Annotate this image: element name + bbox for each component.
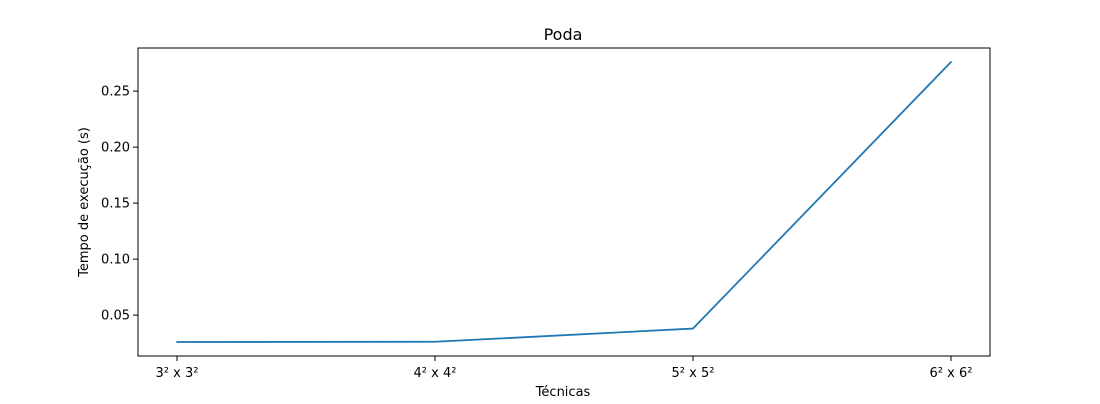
x-tick-label: 4² x 4² xyxy=(414,366,457,381)
y-axis-label: Tempo de execução (s) xyxy=(77,127,92,278)
y-tick-label: 0.20 xyxy=(101,141,130,156)
data-point xyxy=(692,327,694,330)
series-group xyxy=(176,61,952,343)
data-point xyxy=(434,340,436,343)
y-axis: 0.05 0.10 0.15 0.20 0.25 xyxy=(101,85,138,324)
y-tick-label: 0.05 xyxy=(101,309,130,324)
plot-frame xyxy=(137,47,991,357)
data-point xyxy=(950,61,952,63)
x-tick-label: 5² x 5² xyxy=(672,366,715,381)
series-line xyxy=(176,61,952,343)
x-axis-label: Técnicas xyxy=(535,385,591,400)
y-tick-label: 0.10 xyxy=(101,253,130,268)
data-point xyxy=(176,341,178,343)
x-axis: 3² x 3² 4² x 4² 5² x 5² 6² x 6² xyxy=(156,356,973,381)
chart-title: Poda xyxy=(544,25,583,44)
x-tick-label: 6² x 6² xyxy=(930,366,973,381)
plot-area xyxy=(137,47,991,357)
x-tick-label: 3² x 3² xyxy=(156,366,199,381)
y-tick-label: 0.25 xyxy=(101,85,130,100)
y-tick-label: 0.15 xyxy=(101,197,130,212)
